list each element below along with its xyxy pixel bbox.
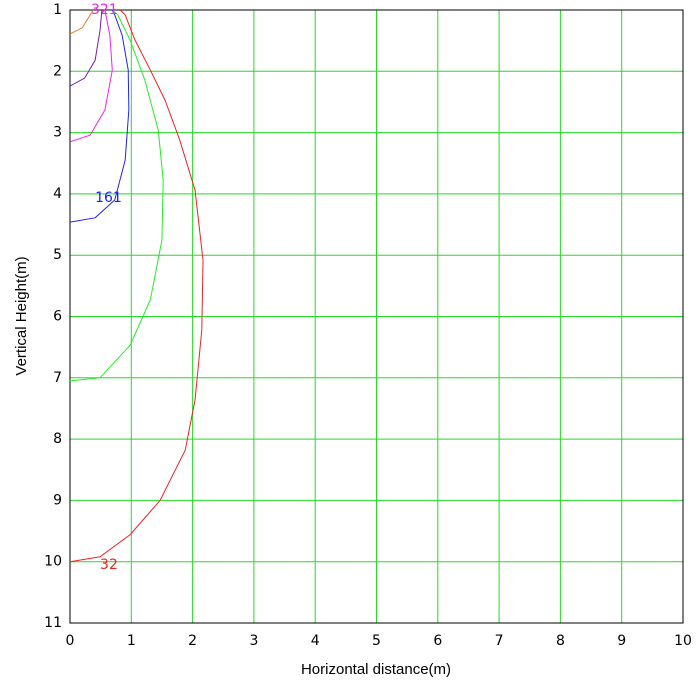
x-tick-label: 6 xyxy=(433,633,442,649)
x-tick-label: 8 xyxy=(556,633,565,649)
y-tick-label: 3 xyxy=(53,125,62,141)
y-tick-label: 2 xyxy=(53,63,62,79)
plot-border xyxy=(69,9,684,624)
x-tick-label: 7 xyxy=(495,633,504,649)
x-axis-title: Horizontal distance(m) xyxy=(301,661,451,678)
contour-line xyxy=(69,9,103,87)
y-tick-label: 1 xyxy=(53,2,62,18)
x-tick-label: 0 xyxy=(66,633,75,649)
y-tick-label: 4 xyxy=(53,186,62,202)
y-tick-label: 8 xyxy=(53,431,62,447)
contour-label: 161 xyxy=(95,190,122,206)
contour-line xyxy=(69,9,113,143)
contour-line xyxy=(69,9,204,563)
contour-label: 321 xyxy=(91,2,118,18)
x-tick-label: 1 xyxy=(127,633,136,649)
x-tick-label: 5 xyxy=(372,633,381,649)
y-tick-label: 11 xyxy=(44,615,62,631)
contour-line xyxy=(69,9,164,382)
y-tick-label: 7 xyxy=(53,370,62,386)
contour-label: 32 xyxy=(100,557,118,573)
x-tick-label: 3 xyxy=(249,633,258,649)
contour-line xyxy=(69,9,94,35)
y-tick-label: 5 xyxy=(53,247,62,263)
y-tick-label: 6 xyxy=(53,309,62,325)
x-tick-label: 9 xyxy=(617,633,626,649)
y-tick-label: 9 xyxy=(53,492,62,508)
x-tick-label: 2 xyxy=(188,633,197,649)
contour-line xyxy=(69,9,130,223)
y-axis-title: Vertical Height(m) xyxy=(13,256,30,375)
y-tick-label: 10 xyxy=(44,554,62,570)
x-tick-label: 10 xyxy=(674,633,692,649)
x-tick-label: 4 xyxy=(311,633,320,649)
